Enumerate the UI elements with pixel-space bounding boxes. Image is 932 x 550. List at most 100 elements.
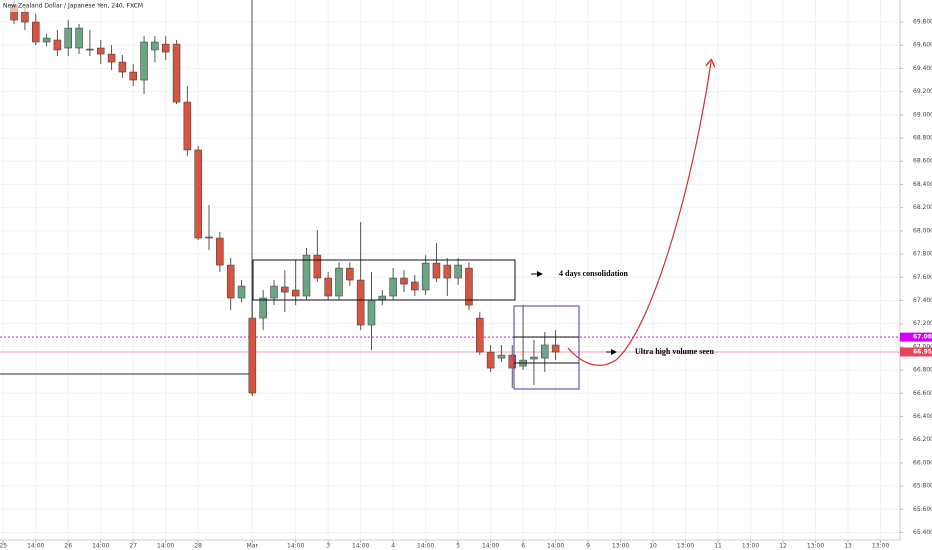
x-tick-label: 13 [844, 543, 852, 550]
x-tick-label: 4 [391, 543, 395, 550]
candle-body [400, 277, 408, 285]
candle-body [248, 317, 257, 394]
candle-body [465, 267, 473, 306]
candle-body [324, 277, 332, 297]
candle-body [96, 47, 105, 55]
candle-body [476, 317, 484, 353]
y-tick-label: 69.200 [913, 88, 932, 95]
y-tick-label: 69.400 [913, 65, 932, 72]
candle-body [367, 299, 376, 326]
price-label-bg [900, 347, 932, 357]
x-tick-label: Mar [247, 543, 259, 550]
candle-body [551, 344, 560, 353]
x-tick-label: 13:00 [677, 543, 694, 550]
candle-body [356, 279, 365, 326]
x-tick-label: 6 [521, 543, 525, 550]
y-tick-label: 69.800 [913, 19, 932, 26]
candle-body [107, 53, 116, 63]
projection-arrow [567, 62, 711, 366]
y-tick-label: 67.200 [913, 320, 932, 327]
candle-body [42, 37, 51, 43]
candle-body [541, 344, 549, 359]
candles [10, 0, 560, 397]
x-tick-label: 13:00 [872, 543, 889, 550]
candle-body [140, 41, 148, 81]
x-tick-label: 14:00 [27, 543, 44, 550]
x-tick-label: 27 [129, 543, 137, 550]
x-tick-label: 26 [64, 543, 72, 550]
candle-body [64, 27, 72, 49]
candle-body [237, 285, 246, 299]
candle-body [302, 254, 311, 297]
candle-body [411, 281, 419, 291]
x-tick-label: 14:00 [482, 543, 499, 550]
x-tick-label: 11 [714, 543, 722, 550]
candle-body [281, 286, 289, 293]
y-tick-label: 67.800 [913, 251, 932, 258]
x-tick-label: 14:00 [92, 543, 109, 550]
tick-labels: 69.800 69.600 69.400 69.200 69.000 68.800 68.6… [0, 19, 932, 550]
x-tick-label: 25 [0, 543, 7, 550]
x-tick-label: 14:00 [287, 543, 304, 550]
chart-title: New Zealand Dollar / Japanese Yen, 240, … [3, 3, 143, 10]
y-tick-label: 65.400 [913, 529, 932, 536]
candle-body [454, 264, 462, 279]
candle-body [508, 354, 517, 369]
x-tick-label: 12 [779, 543, 787, 550]
x-tick-label: 14:00 [352, 543, 369, 550]
annotation: 4 days consolidation [559, 269, 628, 278]
candle-body [313, 254, 322, 279]
candle-body [486, 351, 495, 369]
candle-body [389, 277, 397, 297]
x-tick-label: 5 [456, 543, 460, 550]
candle-body [270, 285, 278, 299]
candle-body [151, 41, 159, 51]
x-tick-label: 28 [194, 543, 202, 550]
candle-body [346, 267, 354, 281]
y-tick-label: 69.000 [913, 111, 932, 118]
y-tick-label: 66.000 [913, 459, 932, 466]
x-tick-label: 13:00 [612, 543, 629, 550]
title-bg [0, 0, 160, 12]
y-tick-label: 65.600 [913, 506, 932, 513]
y-tick-label: 69.600 [913, 42, 932, 49]
candle-body [216, 237, 224, 266]
volume-box [513, 305, 580, 390]
y-tick-label: 66.200 [913, 436, 932, 443]
candle-body [183, 101, 192, 151]
price-lines [0, 336, 900, 353]
candle-body [497, 354, 506, 359]
candle-body [161, 43, 170, 53]
x-tick-label: 9 [586, 543, 590, 550]
candle-body [335, 267, 343, 297]
candle-body [291, 289, 300, 297]
y-tick-label: 67.400 [913, 297, 932, 304]
y-tick-label: 68.200 [913, 204, 932, 211]
candle-body [172, 43, 181, 103]
y-tick-label: 66.400 [913, 413, 932, 420]
y-tick-label: 67.000 [913, 343, 932, 350]
candle-body [75, 27, 83, 49]
x-tick-label: 3 [326, 543, 330, 550]
y-tick-label: 68.000 [913, 227, 932, 234]
price-label: 67.084 [913, 334, 932, 341]
y-tick-label: 66.600 [913, 390, 932, 397]
x-tick-label: 13:00 [807, 543, 824, 550]
candle-body [432, 262, 441, 279]
y-tick-label: 67.600 [913, 274, 932, 281]
candle-body [421, 262, 430, 291]
candle-body [53, 39, 62, 51]
candle-body [259, 297, 267, 319]
y-tick-label: 68.400 [913, 181, 932, 188]
x-tick-label: 14:00 [547, 543, 564, 550]
candle-body [129, 71, 137, 81]
annotation: Ultra high volume seen [635, 347, 714, 356]
candle-body [31, 21, 40, 43]
y-tick-label: 68.600 [913, 158, 932, 165]
price-label-bg [900, 332, 932, 342]
price-label: 66.956 [913, 348, 932, 355]
candle-body [194, 149, 202, 239]
y-tick-label: 68.800 [913, 135, 932, 142]
